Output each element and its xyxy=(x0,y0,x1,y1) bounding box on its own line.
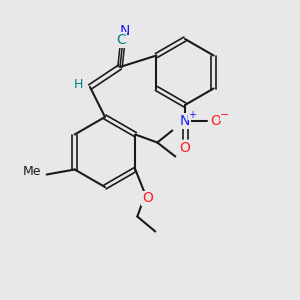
Text: O: O xyxy=(142,191,153,206)
Text: Me: Me xyxy=(23,165,42,178)
Text: +: + xyxy=(188,110,196,120)
Text: N: N xyxy=(180,114,190,128)
Text: H: H xyxy=(73,79,83,92)
Text: O: O xyxy=(211,114,221,128)
Text: C: C xyxy=(116,33,126,47)
Text: −: − xyxy=(220,110,230,120)
Text: O: O xyxy=(180,141,190,155)
Text: N: N xyxy=(120,24,130,38)
